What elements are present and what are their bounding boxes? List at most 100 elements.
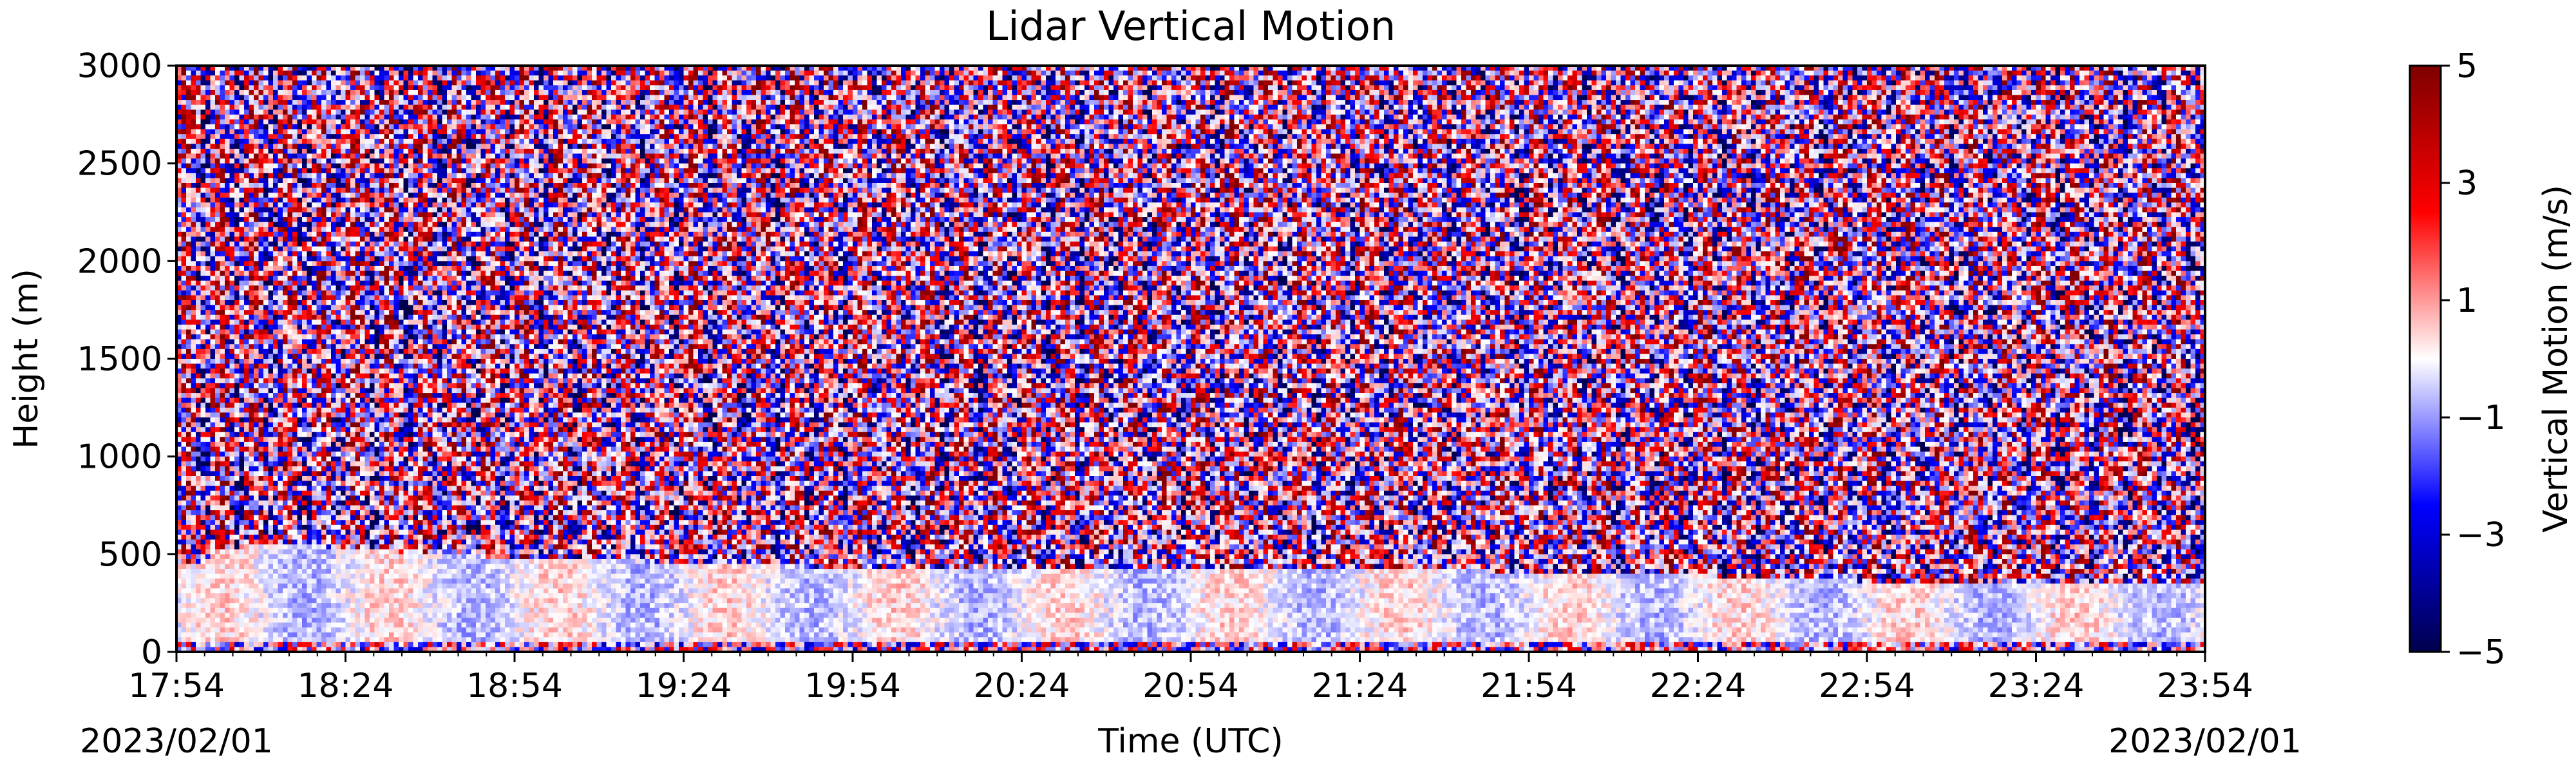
heatmap-cell	[254, 139, 259, 144]
heatmap-cell	[273, 447, 278, 452]
heatmap-cell	[259, 540, 264, 545]
heatmap-cell	[182, 236, 187, 242]
heatmap-cell	[230, 593, 235, 598]
heatmap-cell	[240, 217, 245, 222]
heatmap-cell	[254, 476, 259, 481]
heatmap-cell	[191, 285, 196, 291]
heatmap-cell	[278, 642, 283, 647]
heatmap-cell	[269, 525, 274, 530]
heatmap-cell	[254, 549, 259, 555]
heatmap-cell	[240, 188, 245, 193]
heatmap-cell	[259, 168, 264, 173]
heatmap-cell	[273, 124, 278, 129]
heatmap-cell	[215, 129, 220, 135]
heatmap-cell	[205, 349, 211, 354]
heatmap-cell	[269, 584, 274, 589]
heatmap-cell	[191, 584, 196, 589]
heatmap-cell	[191, 598, 196, 604]
heatmap-cell	[205, 71, 211, 76]
heatmap-cell	[211, 213, 216, 218]
heatmap-cell	[230, 364, 235, 369]
heatmap-cell	[244, 344, 249, 349]
heatmap-cell	[278, 95, 283, 100]
heatmap-cell	[230, 452, 235, 457]
heatmap-cell	[240, 193, 245, 198]
chart-title: Lidar Vertical Motion	[986, 3, 1396, 50]
heatmap-cell	[191, 330, 196, 335]
heatmap-cell	[230, 554, 235, 559]
heatmap-cell	[254, 383, 259, 388]
heatmap-cell	[249, 510, 254, 515]
heatmap-cell	[283, 423, 288, 428]
heatmap-cell	[278, 364, 283, 369]
heatmap-cell	[186, 486, 191, 491]
heatmap-cell	[273, 486, 278, 491]
heatmap-cell	[201, 495, 206, 501]
heatmap-cell	[205, 412, 211, 417]
heatmap-cell	[234, 124, 240, 129]
heatmap-cell	[278, 403, 283, 408]
heatmap-cell	[283, 320, 288, 325]
heatmap-cell	[283, 100, 288, 105]
heatmap-cell	[182, 515, 187, 520]
heatmap-cell	[205, 535, 211, 540]
heatmap-cell	[278, 447, 283, 452]
heatmap-cell	[244, 364, 249, 369]
heatmap-cell	[230, 515, 235, 520]
heatmap-cell	[249, 501, 254, 506]
heatmap-cell	[215, 168, 220, 173]
heatmap-cell	[205, 207, 211, 213]
heatmap-cell	[240, 359, 245, 364]
heatmap-cell	[249, 549, 254, 555]
heatmap-cell	[240, 495, 245, 501]
heatmap-cell	[240, 144, 245, 149]
heatmap-cell	[278, 271, 283, 276]
heatmap-cell	[263, 549, 269, 555]
heatmap-cell	[244, 535, 249, 540]
heatmap-cell	[273, 623, 278, 628]
heatmap-cell	[273, 193, 278, 198]
heatmap-cell	[269, 535, 274, 540]
heatmap-cell	[263, 423, 269, 428]
heatmap-cell	[201, 139, 206, 144]
heatmap-cell	[254, 202, 259, 207]
heatmap-cell	[249, 495, 254, 501]
heatmap-cell	[191, 623, 196, 628]
heatmap-cell	[230, 642, 235, 647]
heatmap-cell	[254, 115, 259, 120]
heatmap-cell	[283, 383, 288, 388]
heatmap-cell	[182, 242, 187, 247]
heatmap-cell	[269, 124, 274, 129]
heatmap-cell	[259, 598, 264, 604]
heatmap-cell	[211, 71, 216, 76]
heatmap-cell	[278, 598, 283, 604]
heatmap-cell	[269, 437, 274, 442]
heatmap-cell	[215, 618, 220, 623]
heatmap-cell	[249, 388, 254, 394]
heatmap-cell	[278, 378, 283, 383]
heatmap-cell	[215, 261, 220, 266]
heatmap-cell	[249, 364, 254, 369]
heatmap-cell	[191, 178, 196, 183]
heatmap-cell	[211, 320, 216, 325]
heatmap-cell	[201, 452, 206, 457]
heatmap-cell	[230, 471, 235, 476]
heatmap-cell	[186, 427, 191, 432]
heatmap-cell	[240, 623, 245, 628]
heatmap-cell	[244, 515, 249, 520]
heatmap-cell	[215, 637, 220, 642]
heatmap-cell	[205, 276, 211, 281]
heatmap-cell	[254, 613, 259, 618]
heatmap-cell	[191, 491, 196, 496]
heatmap-cell	[234, 535, 240, 540]
heatmap-cell	[259, 213, 264, 218]
heatmap-cell	[215, 75, 220, 81]
heatmap-cell	[244, 154, 249, 159]
heatmap-cell	[201, 637, 206, 642]
heatmap-cell	[201, 613, 206, 618]
heatmap-cell	[230, 447, 235, 452]
heatmap-cell	[225, 236, 230, 242]
heatmap-cell	[201, 119, 206, 124]
heatmap-cell	[269, 486, 274, 491]
heatmap-cell	[191, 608, 196, 613]
